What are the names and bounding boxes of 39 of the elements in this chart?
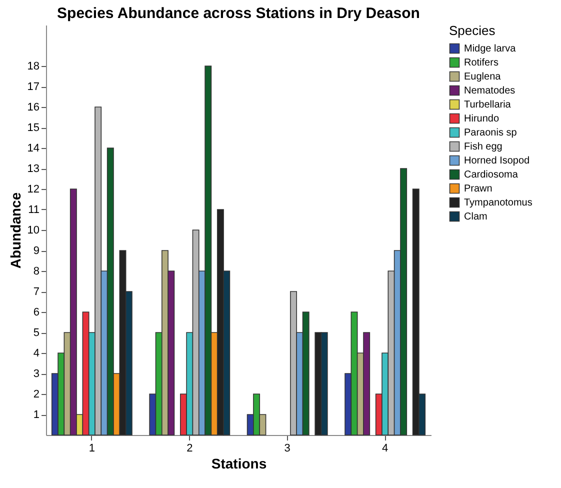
legend-label: Nematodes (464, 86, 516, 96)
legend-label: Euglena (464, 72, 502, 82)
y-tick-label: 2 (33, 388, 40, 400)
y-tick-label: 6 (33, 306, 40, 318)
y-tick-label: 8 (33, 266, 40, 278)
legend-label: Hirundo (464, 114, 500, 124)
y-tick-label: 4 (33, 348, 40, 360)
x-tick-label: 3 (284, 442, 290, 454)
y-tick-label: 15 (27, 122, 40, 134)
legend-label: Prawn (464, 184, 492, 194)
legend-label: Tympanotomus (464, 198, 532, 208)
y-tick-label: 9 (33, 245, 40, 257)
legend-label: Midge larva (464, 44, 516, 54)
x-tick-label: 2 (186, 442, 193, 454)
legend-label: Cardiosoma (464, 170, 518, 180)
y-tick-label: 18 (27, 60, 40, 72)
chart-title: Species Abundance across Stations in Dry Deason (57, 5, 420, 22)
legend-label: Fish egg (464, 142, 502, 152)
x-axis-title: Stations (211, 456, 267, 472)
y-tick-label: 12 (27, 184, 40, 196)
y-tick-label: 1 (33, 409, 40, 421)
y-axis-title: Abundance (7, 192, 24, 269)
y-tick-label: 13 (27, 163, 40, 175)
legend-label: Horned Isopod (464, 156, 530, 166)
y-tick-label: 3 (33, 368, 40, 380)
y-tick-label: 10 (27, 224, 40, 236)
y-tick-label: 17 (27, 81, 40, 93)
legend-title: Species (449, 23, 496, 38)
legend-label: Turbellaria (464, 100, 512, 110)
y-tick-label: 7 (33, 286, 40, 298)
y-tick-label: 11 (28, 204, 40, 216)
y-tick-label: 16 (27, 102, 40, 114)
x-tick-label: 4 (382, 442, 388, 454)
x-tick-label: 1 (88, 442, 95, 454)
y-tick-label: 14 (27, 142, 40, 154)
y-tick-label: 5 (33, 327, 40, 339)
legend-label: Rotifers (464, 58, 498, 68)
legend-label: Clam (464, 212, 488, 222)
legend-label: Paraonis sp (464, 128, 518, 138)
